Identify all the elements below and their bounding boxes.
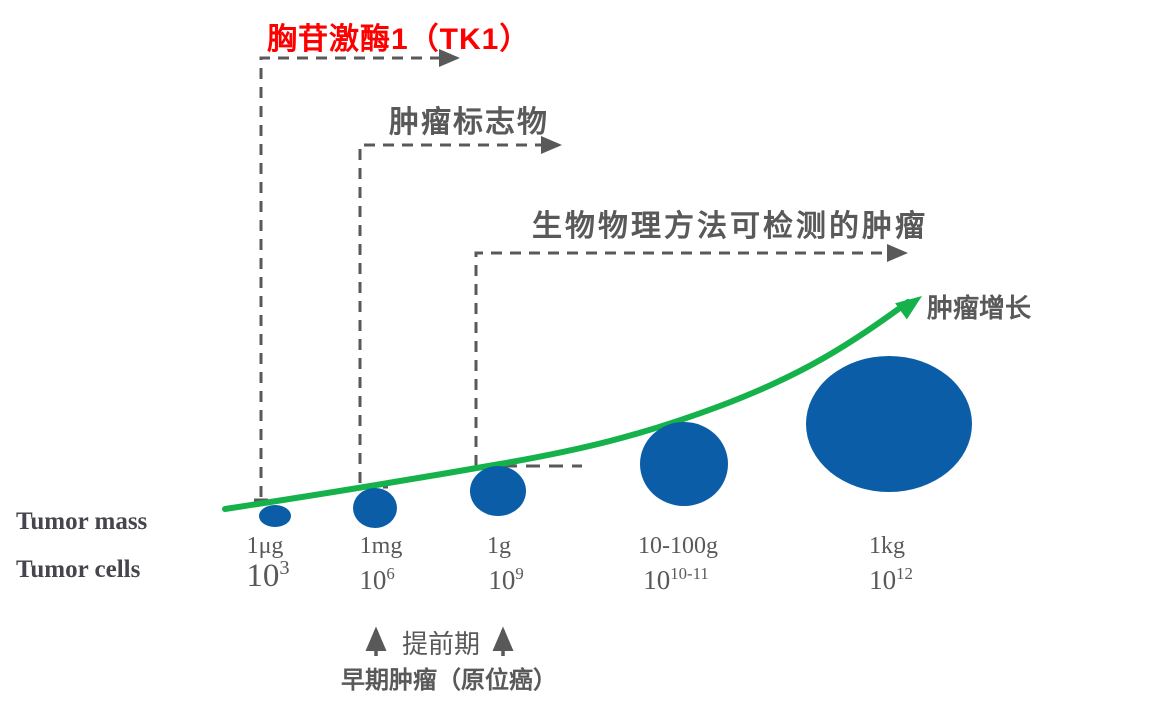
cells-exponent: 10-11 <box>670 564 709 583</box>
cells-value-1e6: 106 <box>359 565 394 596</box>
mass-value-1g: 1g <box>487 533 511 559</box>
cells-base: 10 <box>488 565 516 595</box>
cells-base: 10 <box>643 565 671 595</box>
cells-value-1e3: 103 <box>246 558 289 595</box>
tumor-circle-10-100g <box>640 422 728 506</box>
mass-value-10-100g: 10-100g <box>638 533 718 559</box>
cells-exponent: 6 <box>386 564 395 583</box>
cells-base: 10 <box>246 558 280 594</box>
tumor-circle-1ug <box>259 505 291 527</box>
growth-curve-arrowhead-icon <box>895 296 922 320</box>
mass-value-1mg: 1mg <box>359 533 403 559</box>
mass-value-1ug: 1μg <box>246 533 284 559</box>
tumor-growth-curve <box>222 299 911 512</box>
biophysical-range-dashed-arrow <box>474 244 908 466</box>
cells-base: 10 <box>869 565 897 595</box>
lead-time-label: 提前期 <box>401 629 481 659</box>
tumor-mass-row-label: Tumor mass <box>16 508 148 535</box>
tk1-range-dashed-arrow <box>259 49 460 497</box>
tumor-markers-title: 肿瘤标志物 <box>389 106 549 139</box>
cells-value-1e9: 109 <box>488 565 523 596</box>
cells-exponent: 9 <box>515 564 524 583</box>
cells-base: 10 <box>359 565 387 595</box>
tumor-cells-row-label: Tumor cells <box>16 556 141 583</box>
cells-exponent: 3 <box>279 557 290 579</box>
tumor-circle-1kg <box>806 356 972 492</box>
cells-value-1e12: 1012 <box>869 565 913 596</box>
tumor-growth-label: 肿瘤增长 <box>927 293 1032 323</box>
cells-value-1e10-11: 1010-11 <box>643 565 708 596</box>
tumor-circle-1mg <box>353 488 397 528</box>
early-tumor-label: 早期肿瘤（原位癌） <box>341 667 557 694</box>
mass-value-1kg: 1kg <box>869 533 905 559</box>
tumor-markers-range-dashed-arrow <box>358 136 562 483</box>
biophysical-title: 生物物理方法可检测的肿瘤 <box>532 210 928 243</box>
cells-exponent: 12 <box>896 564 913 583</box>
tk1-title: 胸苷激酶1（TK1） <box>267 23 531 56</box>
tumor-circle-1g <box>470 466 526 516</box>
